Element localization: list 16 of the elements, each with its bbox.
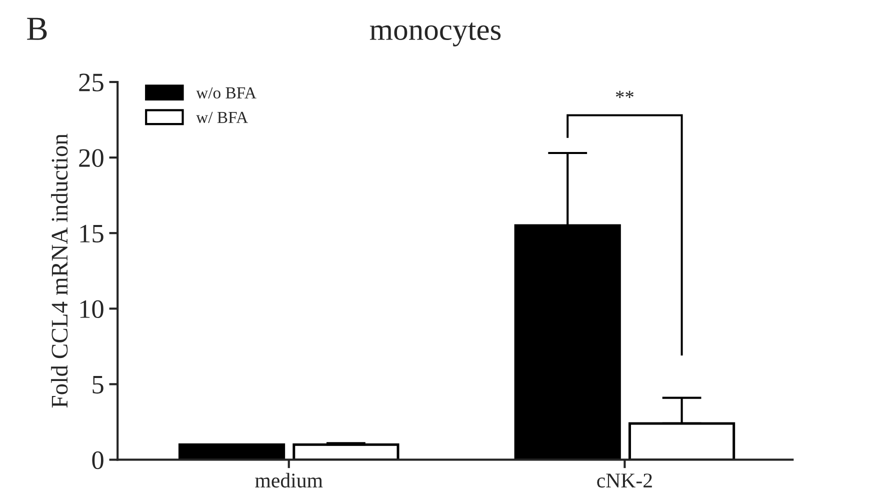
bar bbox=[178, 443, 286, 460]
chart-title: monocytes bbox=[370, 22, 501, 46]
x-tick-label: medium bbox=[255, 472, 323, 488]
bar bbox=[292, 443, 400, 460]
legend-label: w/ BFA bbox=[196, 112, 248, 124]
x-tick-label: cNK-2 bbox=[597, 474, 652, 488]
text: B bbox=[27, 18, 47, 40]
y-tick-label: 20 bbox=[79, 149, 104, 167]
y-tick-label: 25 bbox=[79, 74, 104, 92]
y-tick-label: 0 bbox=[92, 451, 104, 470]
y-tick-label: 5 bbox=[92, 376, 104, 394]
legend-label: w/o BFA bbox=[196, 87, 256, 99]
y-tick-label: 10 bbox=[80, 300, 104, 318]
y-axis-title: Fold CCL4 mRNA induction bbox=[51, 134, 68, 408]
y-tick-label: 15 bbox=[80, 224, 104, 243]
annotation: ** bbox=[616, 90, 634, 98]
